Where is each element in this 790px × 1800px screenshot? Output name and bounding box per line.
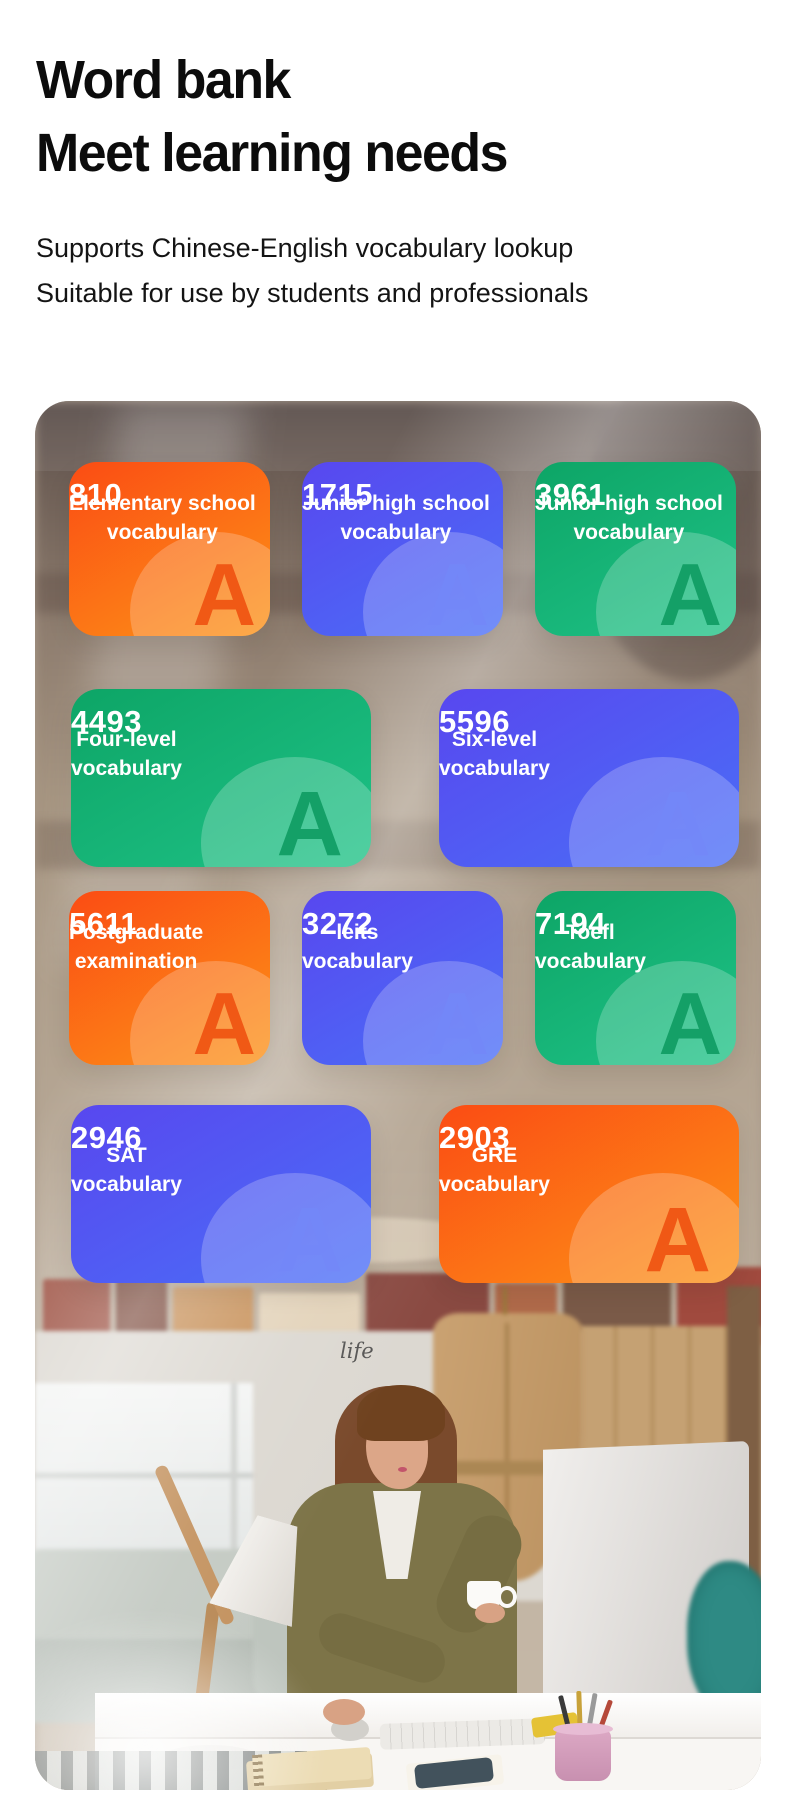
vocab-card-count: 5596: [439, 704, 510, 739]
letter-a-watermark: A: [425, 974, 489, 1065]
photo-woman-hand: [323, 1699, 365, 1725]
photo-woman-hair: [357, 1385, 445, 1441]
vocab-card-label: GRE vocabulary: [439, 1144, 550, 1196]
vocab-card-count: 3961: [535, 477, 606, 512]
vocab-card: A Junior high school vocabulary 3961: [535, 462, 736, 636]
vocab-card-label: SAT vocabulary: [71, 1144, 182, 1196]
photo-pencil-cup: [553, 1723, 613, 1781]
vocab-card-label: Junior high school vocabulary: [535, 492, 723, 544]
vocab-card: A Elementary school vocabulary 810: [69, 462, 270, 636]
page-title-line1: Word bank: [36, 50, 291, 110]
vocab-card: A SAT vocabulary 2946: [71, 1105, 371, 1283]
photo-haze: [35, 1611, 325, 1790]
letter-a-watermark: A: [276, 773, 343, 867]
letter-a-watermark: A: [658, 545, 722, 636]
letter-a-watermark: A: [276, 1189, 343, 1283]
page-subtitle-line1: Supports Chinese-English vocabulary look…: [36, 233, 574, 263]
vocab-card-count: 3272: [302, 906, 373, 941]
vocab-card-count: 1715: [302, 477, 373, 512]
photo-teal-pillow: [687, 1561, 761, 1717]
vocab-card-count: 810: [69, 477, 123, 512]
vocab-card: A GRE vocabulary 2903: [439, 1105, 739, 1283]
vocab-card-count: 5611: [69, 906, 139, 941]
vocab-card: A Six-level vocabulary 5596: [439, 689, 739, 867]
vocab-card-label: leits vocabulary: [302, 921, 413, 973]
letter-a-watermark: A: [658, 974, 722, 1065]
photo-haze: [35, 401, 761, 471]
photo-window: [35, 1383, 253, 1579]
vocab-card-count: 4493: [71, 704, 142, 739]
letter-a-watermark: A: [425, 545, 489, 636]
letter-a-watermark: A: [192, 545, 256, 636]
card-row: A Four-level vocabulary 4493 A Six-level voc…: [35, 689, 761, 867]
letter-a-watermark: A: [192, 974, 256, 1065]
vocab-card-count: 7194: [535, 906, 606, 941]
vocab-card: A Toefl vocabulary 7194: [535, 891, 736, 1065]
page-subtitle-line2: Suitable for use by students and profess…: [36, 278, 589, 308]
page-title: Word bank Meet learning needs: [36, 44, 508, 190]
vocab-card-label: Postgraduate examination: [69, 921, 204, 973]
letter-a-watermark: A: [644, 1189, 711, 1283]
vocab-card: A Junior high school vocabulary 1715: [302, 462, 503, 636]
vocab-card-label: Four-level vocabulary: [71, 728, 182, 780]
page-subtitle: Supports Chinese-English vocabulary look…: [36, 226, 588, 316]
vocab-card-label: Elementary school vocabulary: [69, 492, 256, 544]
card-row: A Elementary school vocabulary 810 A Junior …: [35, 462, 761, 636]
vocab-card-count: 2903: [439, 1120, 510, 1155]
photo-woman-hand: [475, 1603, 505, 1623]
vocab-card-label: Toefl vocabulary: [535, 921, 646, 973]
vocab-card: A Four-level vocabulary 4493: [71, 689, 371, 867]
vocab-card-label: Junior high school vocabulary: [302, 492, 490, 544]
vocab-card-label: Six-level vocabulary: [439, 728, 550, 780]
photo-woman-lips: [398, 1467, 407, 1472]
photo-wall-script: life: [340, 1339, 374, 1363]
card-row: A SAT vocabulary 2946 A GRE vocabulary 2903: [35, 1105, 761, 1283]
vocab-card-grid: A Elementary school vocabulary 810 A Junior …: [35, 401, 761, 1790]
letter-a-watermark: A: [644, 773, 711, 867]
vocab-card: A Postgraduate examination 5611: [69, 891, 270, 1065]
page-title-line2: Meet learning needs: [36, 123, 508, 183]
vocab-card-count: 2946: [71, 1120, 142, 1155]
